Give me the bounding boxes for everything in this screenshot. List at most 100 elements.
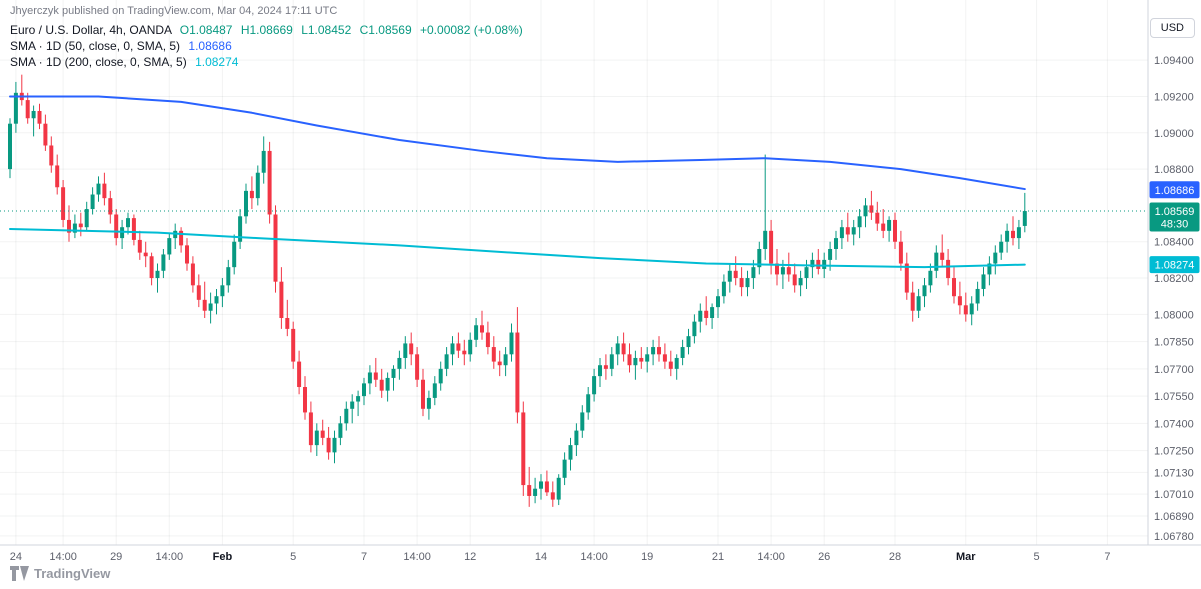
candle-body-up [633, 357, 638, 366]
candle-body-up [474, 325, 479, 340]
candle-body-down [179, 230, 184, 246]
candle-body-up [539, 481, 543, 489]
sma50-badge-text: 1.08686 [1155, 185, 1195, 197]
time-tick-label: 24 [10, 551, 22, 563]
candle-body-down [143, 252, 148, 257]
candle-body-up [13, 92, 18, 124]
sma200-label: SMA · 1D (200, close, 0, SMA, 5) [10, 55, 187, 69]
candle-body-up [562, 459, 567, 478]
candle-body-up [680, 347, 685, 358]
candle-body-up [598, 365, 602, 377]
candle-body-up [208, 303, 213, 311]
tradingview-logo-icon [10, 566, 29, 581]
candle-body-up [167, 238, 172, 255]
time-tick-label: 14:00 [156, 551, 184, 563]
candle-body-down [137, 239, 142, 253]
price-tick-label: 1.06890 [1154, 511, 1194, 523]
candle-body-up [155, 270, 160, 279]
candle-body-up [834, 238, 838, 249]
sma50-legend-row[interactable]: SMA · 1D (50, close, 0, SMA, 5) 1.08686 [10, 38, 523, 54]
time-tick-label: Mar [956, 551, 976, 563]
candle-body-down [910, 292, 915, 311]
candle-body-down [49, 145, 54, 166]
sma200-badge [1149, 256, 1200, 274]
candle-body-up [692, 321, 697, 337]
candle-body-down [421, 379, 425, 409]
candle-body-up [432, 383, 437, 398]
candle-body-up [928, 270, 933, 286]
candle-body-up [568, 445, 573, 460]
candle-body-down [621, 343, 626, 355]
tradingview-logo[interactable]: TradingView [10, 566, 110, 581]
symbol-legend-row[interactable]: Euro / U.S. Dollar, 4h, OANDA O1.08487 H… [10, 22, 523, 38]
candle-body-up [981, 274, 986, 289]
candle-body-up [126, 218, 130, 228]
price-tick-label: 1.09200 [1154, 91, 1194, 103]
candle-body-up [533, 488, 538, 496]
candle-body-up [161, 254, 166, 271]
candle-body-up [232, 241, 237, 268]
candle-body-up [810, 259, 815, 268]
candle-body-up [31, 110, 36, 119]
candle-body-up [1022, 211, 1027, 226]
candle-body-down [303, 387, 307, 413]
candle-body-down [196, 285, 201, 300]
candle-body-up [1016, 227, 1021, 239]
candle-body-up [609, 354, 614, 369]
candle-body-down [963, 305, 968, 315]
candle-body-down [769, 230, 774, 264]
time-tick-label: Feb [213, 551, 233, 563]
candle-body-down [25, 100, 30, 119]
time-tick-label: 12 [464, 551, 476, 563]
candle-body-down [881, 223, 886, 231]
candle-body-up [934, 252, 939, 271]
candle-body-down [131, 218, 136, 240]
candle-body-down [267, 150, 272, 215]
time-tick-label: 14:00 [580, 551, 608, 563]
candle-body-down [875, 212, 880, 224]
candle-body-up [851, 227, 856, 235]
candle-body-up [757, 248, 762, 268]
candle-body-down [55, 165, 60, 188]
candle-body-down [249, 190, 254, 199]
time-tick-label: 28 [889, 551, 901, 563]
sma200-line [9, 228, 1026, 269]
candle-body-up [586, 394, 591, 413]
time-tick-label: 29 [110, 551, 122, 563]
candle-body-up [1005, 230, 1010, 242]
candle-body-down [497, 361, 502, 366]
candle-body-down [904, 263, 909, 293]
candle-body-down [869, 205, 874, 213]
candle-body-up [438, 368, 443, 384]
candle-body-up [993, 252, 998, 264]
price-tick-label: 1.06780 [1154, 531, 1194, 543]
candle-body-up [698, 310, 703, 322]
candle-body-down [462, 350, 467, 355]
candle-body-down [190, 263, 195, 286]
sma200-legend-row[interactable]: SMA · 1D (200, close, 0, SMA, 5) 1.08274 [10, 54, 523, 70]
time-tick-label: 7 [361, 551, 367, 563]
candle-body-up [763, 230, 768, 249]
sma200-badge-text: 1.08274 [1155, 260, 1195, 272]
price-tick-label: 1.07400 [1154, 418, 1194, 430]
sma50-label: SMA · 1D (50, close, 0, SMA, 5) [10, 39, 181, 53]
candle-body-up [987, 263, 992, 275]
price-tick-label: 1.08000 [1154, 309, 1194, 321]
candle-body-up [857, 216, 862, 228]
candle-body-down [940, 252, 945, 260]
currency-unit-button[interactable]: USD [1149, 18, 1195, 38]
candle-body-down [639, 357, 644, 362]
sma200-value: 1.08274 [195, 55, 239, 69]
candle-body-down [816, 259, 821, 269]
candle-body-down [739, 278, 744, 288]
candle-body-down [550, 492, 555, 500]
candle-body-up [338, 423, 343, 438]
price-tick-label: 1.08200 [1154, 273, 1194, 285]
candle-body-up [509, 332, 514, 355]
candle-body-up [72, 223, 77, 233]
ohlc-low: L1.08452 [301, 23, 352, 37]
candle-body-up [745, 278, 750, 288]
candle-body-down [78, 223, 83, 228]
candle-body-down [627, 354, 632, 366]
